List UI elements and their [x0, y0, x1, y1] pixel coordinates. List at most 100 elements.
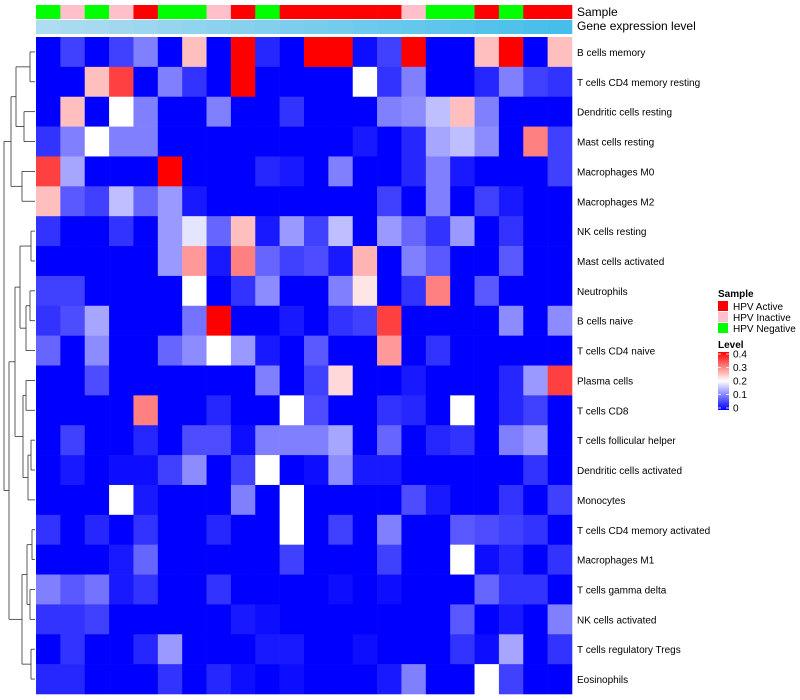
sample-annotation-cell [36, 5, 61, 19]
heatmap-cell [547, 66, 573, 98]
row-label: Dendritic cells resting [577, 108, 672, 119]
heatmap-cell [425, 484, 451, 516]
heatmap-cell [328, 484, 354, 516]
heatmap-cell [84, 574, 110, 605]
heatmap-cell [450, 425, 475, 456]
heatmap-cell [498, 455, 524, 486]
row-label: T cells CD8 [577, 406, 629, 417]
gene-expression-cell [547, 20, 573, 34]
heatmap-cell [255, 186, 280, 217]
sample-annotation-cell [206, 5, 232, 19]
heatmap-cell [474, 544, 500, 575]
heatmap-cell [109, 246, 134, 277]
heatmap-cell [547, 604, 573, 635]
sample-annotation-cell [352, 5, 378, 19]
gene-expression-annotation-label: Gene expression level [577, 19, 696, 33]
heatmap-cell [547, 574, 573, 605]
heatmap-cell [523, 96, 548, 127]
heatmap-cell [230, 664, 256, 695]
heatmap-cell [450, 484, 475, 516]
heatmap-cell [230, 186, 256, 217]
heatmap-cell [425, 574, 451, 605]
heatmap-cell [133, 395, 159, 426]
heatmap-cell [401, 156, 427, 187]
heatmap-cell [36, 216, 61, 247]
row-label: T cells CD4 memory resting [577, 78, 700, 89]
gene-expression-cell [157, 20, 183, 34]
heatmap-cell [109, 96, 134, 127]
row-label: Macrophages M0 [577, 167, 655, 178]
heatmap-cell [498, 395, 524, 426]
heatmap-cell [401, 395, 427, 426]
heatmap-cell [230, 455, 256, 486]
heatmap-cell [157, 275, 183, 307]
heatmap-cell [328, 156, 354, 187]
heatmap-cell [60, 574, 86, 605]
heatmap-cell [547, 425, 573, 456]
heatmap-cell [109, 66, 134, 98]
heatmap-cell [36, 126, 61, 157]
heatmap-cell [401, 126, 427, 157]
heatmap-cell [230, 574, 256, 605]
heatmap-cell [182, 395, 207, 426]
heatmap-cell [401, 544, 427, 575]
heatmap-cell [279, 275, 305, 307]
legend-level-label: 0.1 [733, 390, 747, 401]
legend-sample-swatch [718, 323, 728, 333]
heatmap-cell [133, 305, 159, 336]
row-dendrogram [3, 51, 35, 680]
heatmap-cell [36, 246, 61, 277]
heatmap-cell [133, 634, 159, 665]
heatmap-cell [377, 37, 402, 68]
heatmap-cell [425, 126, 451, 157]
heatmap-cell [328, 96, 354, 127]
heatmap-cell [84, 544, 110, 575]
heatmap-cell [352, 216, 378, 247]
heatmap-cell [133, 455, 159, 486]
heatmap-cell [304, 246, 329, 277]
heatmap-cell [304, 37, 329, 68]
heatmap-cell [401, 305, 427, 336]
heatmap-cell [523, 216, 548, 247]
heatmap-cell [377, 246, 402, 277]
heatmap-cell [450, 156, 475, 187]
sample-annotation-cell [425, 5, 451, 19]
sample-annotation-cell [84, 5, 110, 19]
heatmap-cell [547, 455, 573, 486]
row-label: Mast cells resting [577, 138, 654, 149]
heatmap-cell [474, 574, 500, 605]
heatmap-cell [182, 186, 207, 217]
row-label: B cells memory [577, 48, 645, 59]
heatmap-cell [377, 126, 402, 157]
row-label: NK cells resting [577, 227, 646, 238]
heatmap-cells [36, 37, 573, 695]
heatmap-cell [157, 186, 183, 217]
heatmap-cell [206, 455, 232, 486]
heatmap-cell [401, 664, 427, 695]
heatmap-cell [109, 664, 134, 695]
heatmap-cell [352, 484, 378, 516]
heatmap-cell [401, 246, 427, 277]
heatmap-cell [304, 335, 329, 366]
heatmap-cell [230, 96, 256, 127]
heatmap-cell [474, 335, 500, 366]
heatmap-cell [230, 634, 256, 665]
heatmap-cell [498, 305, 524, 336]
heatmap-cell [36, 96, 61, 127]
heatmap-cell [109, 544, 134, 575]
heatmap-cell [206, 66, 232, 98]
heatmap-cell [182, 604, 207, 635]
heatmap-cell [425, 634, 451, 665]
heatmap-cell [450, 246, 475, 277]
heatmap-cell [84, 216, 110, 247]
heatmap-cell [523, 455, 548, 486]
heatmap-cell [109, 186, 134, 217]
heatmap-cell [84, 664, 110, 695]
heatmap-cell [425, 96, 451, 127]
heatmap-cell [230, 275, 256, 307]
heatmap-cell [377, 335, 402, 366]
heatmap-cell [60, 275, 86, 307]
heatmap-cell [450, 544, 475, 575]
heatmap-cell [255, 544, 280, 575]
sample-annotation-cell [401, 5, 427, 19]
